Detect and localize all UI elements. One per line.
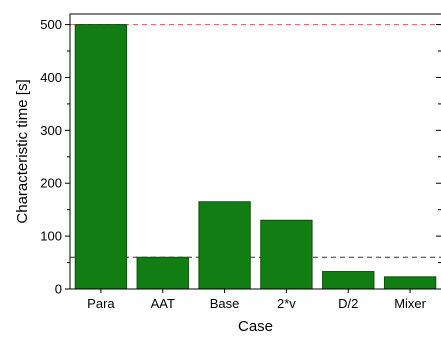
bar-aat xyxy=(136,256,189,290)
bar-2-v xyxy=(260,219,313,290)
y-tick-label: 400 xyxy=(40,70,62,85)
y-axis-ticks: 0 100 200 300 400 500 xyxy=(40,17,441,297)
plot-frame xyxy=(69,13,441,290)
x-tick-label: Para xyxy=(87,296,115,311)
bars xyxy=(74,24,437,290)
bar-para xyxy=(74,24,128,290)
x-axis-title: Case xyxy=(238,318,273,335)
x-tick-label: Base xyxy=(210,296,240,311)
y-tick-label: 0 xyxy=(55,282,62,297)
y-tick-label: 500 xyxy=(40,17,62,32)
x-axis-ticks: Para AAT Base 2*v D/2 Mixer xyxy=(87,289,427,311)
x-tick-label: 2*v xyxy=(277,296,296,311)
y-tick-label: 200 xyxy=(40,176,62,191)
y-axis-title: Characteristic time [s] xyxy=(14,79,31,223)
y-tick-label: 100 xyxy=(40,229,62,244)
x-tick-label: AAT xyxy=(151,296,175,311)
bar-mixer xyxy=(383,276,437,290)
bar-base xyxy=(198,201,251,290)
reference-lines xyxy=(70,24,441,258)
x-tick-label: Mixer xyxy=(394,296,426,311)
x-tick-label: D/2 xyxy=(338,296,358,311)
y-tick-label: 300 xyxy=(40,123,62,138)
bar-d-2 xyxy=(322,271,375,290)
